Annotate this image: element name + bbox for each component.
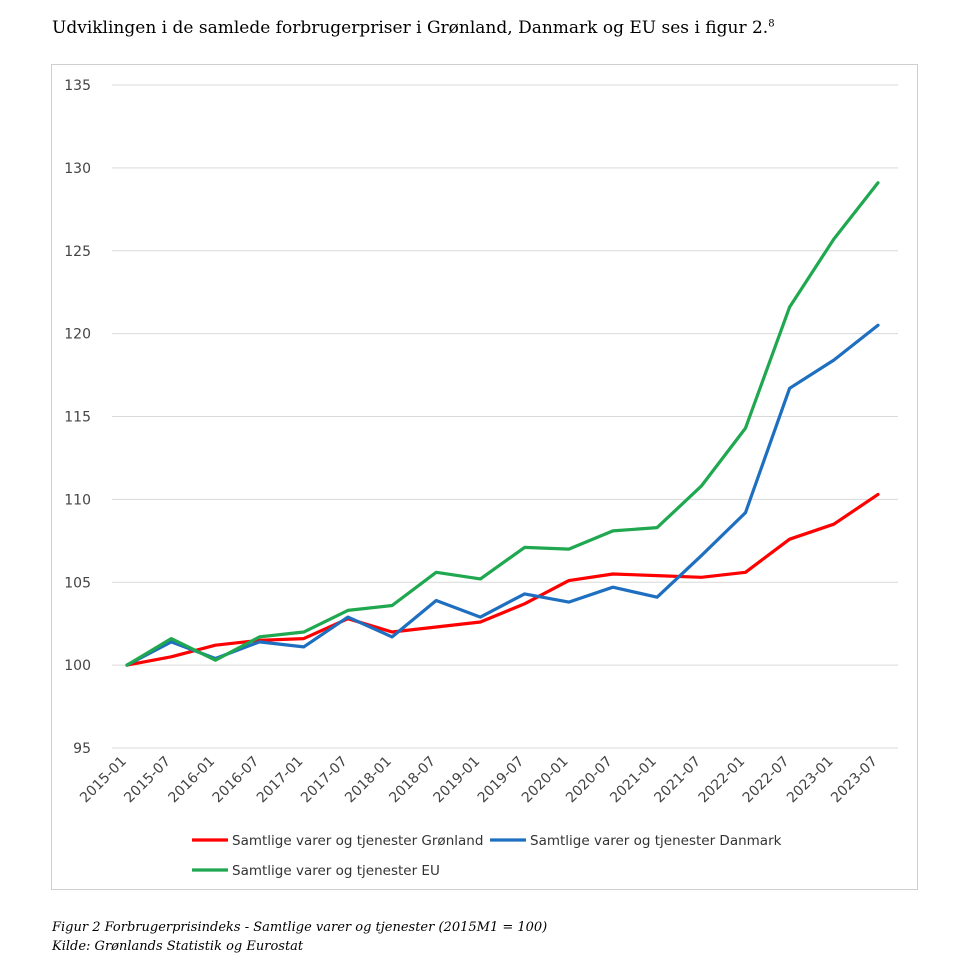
- series-line-3: [125, 181, 880, 667]
- footnote-marker[interactable]: 8: [768, 18, 775, 30]
- x-tick-label: 2015-01: [77, 754, 130, 807]
- y-tick-label: 120: [64, 327, 91, 343]
- x-tick-label: 2015-07: [121, 754, 174, 807]
- y-tick-label: 105: [64, 575, 91, 591]
- x-tick-label: 2021-07: [651, 754, 704, 807]
- y-tick-label: 135: [64, 78, 91, 94]
- legend-label-3: Samtlige varer og tjenester EU: [232, 863, 440, 879]
- heading-text: Udviklingen i de samlede forbrugerpriser…: [52, 18, 769, 38]
- figure-caption: Figur 2 Forbrugerprisindeks - Samtlige v…: [52, 920, 548, 935]
- figure-source: Kilde: Grønlands Statistik og Eurostat: [52, 939, 304, 954]
- legend-label-1: Samtlige varer og tjenester Grønland: [232, 833, 483, 849]
- x-tick-label: 2023-07: [828, 754, 881, 807]
- page-heading: Udviklingen i de samlede forbrugerpriser…: [52, 18, 775, 38]
- x-tick-label: 2017-01: [254, 754, 307, 807]
- y-tick-label: 130: [64, 161, 91, 177]
- x-tick-label: 2021-01: [607, 754, 660, 807]
- x-tick-label: 2019-07: [475, 754, 528, 807]
- x-tick-label: 2019-01: [431, 754, 484, 807]
- y-tick-label: 125: [64, 244, 91, 260]
- series-line-1: [125, 492, 880, 667]
- x-tick-label: 2018-07: [386, 754, 439, 807]
- x-tick-label: 2020-07: [563, 754, 616, 807]
- series-line-2: [125, 323, 880, 667]
- x-tick-label: 2020-01: [519, 754, 572, 807]
- y-tick-label: 95: [73, 741, 91, 757]
- y-tick-label: 115: [64, 410, 91, 426]
- x-tick-label: 2018-01: [342, 754, 395, 807]
- x-tick-label: 2022-01: [696, 754, 749, 807]
- y-tick-label: 110: [64, 492, 91, 508]
- legend-label-2: Samtlige varer og tjenester Danmark: [530, 833, 782, 849]
- x-tick-label: 2017-07: [298, 754, 351, 807]
- y-tick-label: 100: [64, 658, 91, 674]
- x-tick-label: 2016-07: [210, 754, 263, 807]
- x-tick-label: 2023-01: [784, 754, 837, 807]
- x-tick-label: 2016-01: [166, 754, 219, 807]
- chart-frame: [51, 64, 918, 890]
- x-tick-label: 2022-07: [740, 754, 793, 807]
